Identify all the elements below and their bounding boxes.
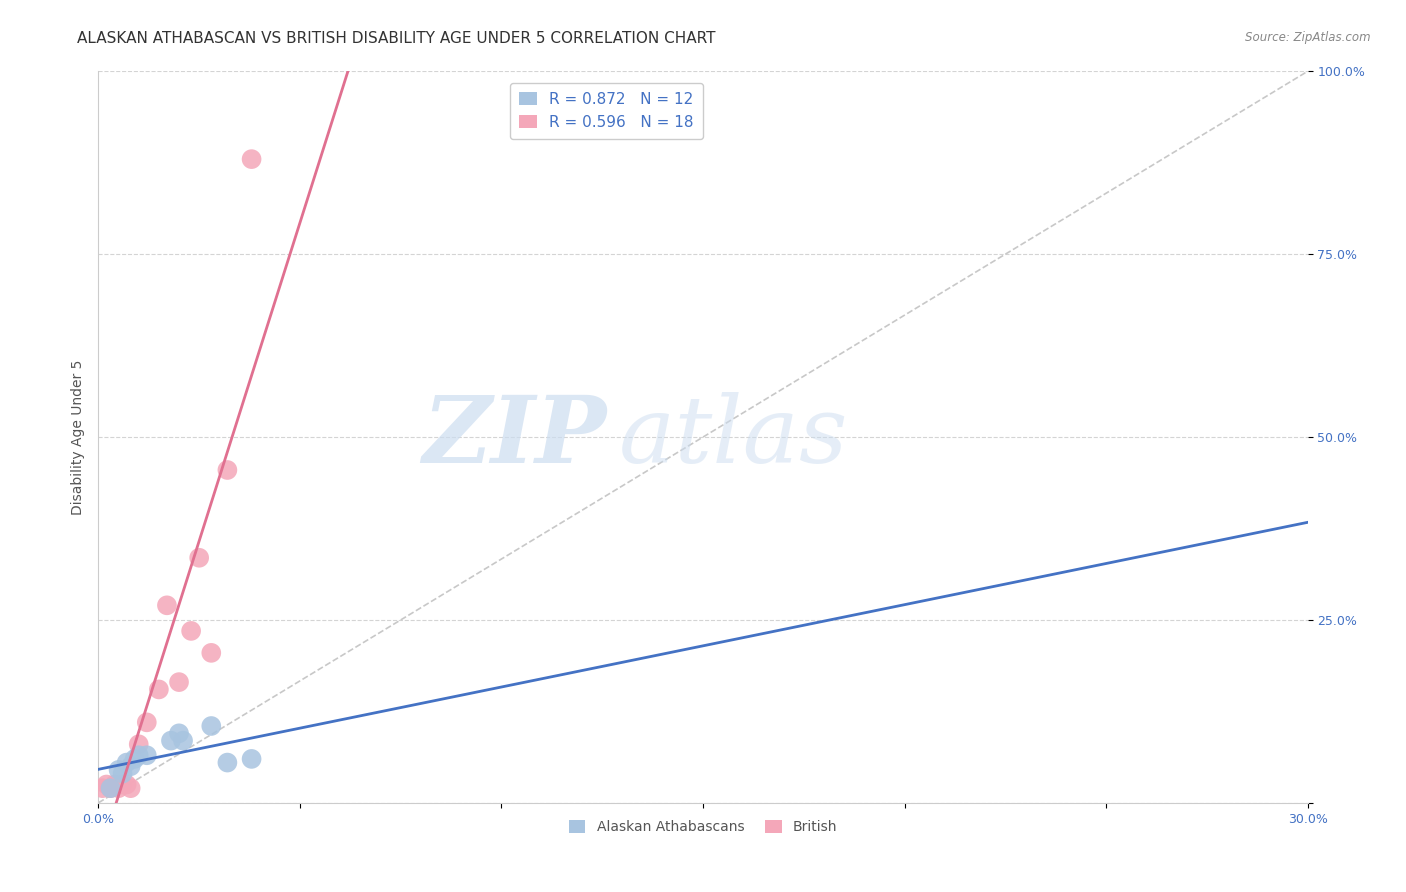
Point — [135, 715, 157, 730]
Y-axis label: Disability Age Under 5: Disability Age Under 5 — [70, 359, 84, 515]
Text: ALASKAN ATHABASCAN VS BRITISH DISABILITY AGE UNDER 5 CORRELATION CHART: ALASKAN ATHABASCAN VS BRITISH DISABILITY… — [77, 31, 716, 46]
Point — [103, 778, 125, 792]
Point — [188, 550, 211, 565]
Point — [217, 463, 239, 477]
Point — [128, 748, 150, 763]
Point — [240, 752, 263, 766]
Point — [156, 599, 179, 613]
Point — [100, 781, 122, 796]
Point — [100, 781, 122, 796]
Point — [200, 719, 222, 733]
Point — [135, 748, 157, 763]
Legend: Alaskan Athabascans, British: Alaskan Athabascans, British — [564, 814, 842, 839]
Text: Source: ZipAtlas.com: Source: ZipAtlas.com — [1246, 31, 1371, 45]
Point — [172, 733, 194, 747]
Point — [240, 152, 263, 166]
Point — [180, 624, 202, 638]
Point — [96, 778, 118, 792]
Point — [160, 733, 183, 747]
Point — [124, 752, 146, 766]
Point — [167, 726, 190, 740]
Point — [91, 781, 114, 796]
Point — [111, 766, 134, 780]
Point — [128, 737, 150, 751]
Point — [217, 756, 239, 770]
Point — [107, 781, 129, 796]
Point — [115, 778, 138, 792]
Text: ZIP: ZIP — [422, 392, 606, 482]
Point — [167, 675, 190, 690]
Point — [111, 778, 134, 792]
Point — [107, 763, 129, 777]
Text: atlas: atlas — [619, 392, 848, 482]
Point — [120, 759, 142, 773]
Point — [148, 682, 170, 697]
Point — [200, 646, 222, 660]
Point — [120, 781, 142, 796]
Point — [115, 756, 138, 770]
